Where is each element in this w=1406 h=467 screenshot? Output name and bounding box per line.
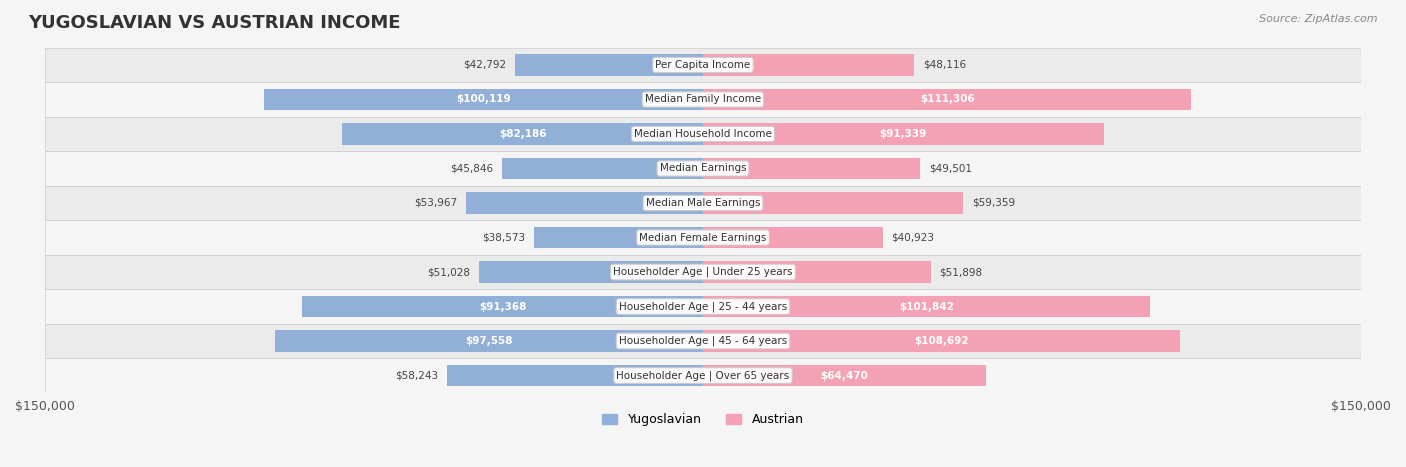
Text: $42,792: $42,792 <box>464 60 506 70</box>
Bar <box>703 365 986 386</box>
Bar <box>502 158 703 179</box>
FancyBboxPatch shape <box>45 358 1361 393</box>
Text: YUGOSLAVIAN VS AUSTRIAN INCOME: YUGOSLAVIAN VS AUSTRIAN INCOME <box>28 14 401 32</box>
Text: Median Male Earnings: Median Male Earnings <box>645 198 761 208</box>
Bar <box>703 330 1180 352</box>
FancyBboxPatch shape <box>45 289 1361 324</box>
Bar <box>447 365 703 386</box>
Text: Householder Age | Over 65 years: Householder Age | Over 65 years <box>616 370 790 381</box>
Bar <box>703 296 1150 317</box>
Text: Householder Age | Under 25 years: Householder Age | Under 25 years <box>613 267 793 277</box>
Text: $111,306: $111,306 <box>920 94 974 105</box>
Legend: Yugoslavian, Austrian: Yugoslavian, Austrian <box>598 409 808 432</box>
Text: $53,967: $53,967 <box>415 198 457 208</box>
Text: $101,842: $101,842 <box>898 302 953 311</box>
Text: $59,359: $59,359 <box>972 198 1015 208</box>
Bar <box>703 227 883 248</box>
Bar <box>302 296 703 317</box>
Text: Median Household Income: Median Household Income <box>634 129 772 139</box>
Bar <box>276 330 703 352</box>
Bar <box>703 192 963 214</box>
Text: $97,558: $97,558 <box>465 336 513 346</box>
Text: Median Female Earnings: Median Female Earnings <box>640 233 766 242</box>
Bar <box>515 54 703 76</box>
Text: Source: ZipAtlas.com: Source: ZipAtlas.com <box>1260 14 1378 24</box>
FancyBboxPatch shape <box>45 117 1361 151</box>
Bar <box>467 192 703 214</box>
Text: Per Capita Income: Per Capita Income <box>655 60 751 70</box>
Text: $49,501: $49,501 <box>929 163 972 173</box>
Text: $108,692: $108,692 <box>914 336 969 346</box>
Bar <box>703 158 920 179</box>
Text: $64,470: $64,470 <box>821 371 869 381</box>
FancyBboxPatch shape <box>45 220 1361 255</box>
Text: Median Earnings: Median Earnings <box>659 163 747 173</box>
FancyBboxPatch shape <box>45 324 1361 358</box>
Text: Median Family Income: Median Family Income <box>645 94 761 105</box>
Bar <box>264 89 703 110</box>
FancyBboxPatch shape <box>45 186 1361 220</box>
Bar <box>703 54 914 76</box>
Text: $58,243: $58,243 <box>395 371 439 381</box>
Text: Householder Age | 45 - 64 years: Householder Age | 45 - 64 years <box>619 336 787 347</box>
Text: $51,028: $51,028 <box>427 267 471 277</box>
FancyBboxPatch shape <box>45 151 1361 186</box>
Bar <box>703 262 931 283</box>
Bar <box>343 123 703 145</box>
Text: $91,339: $91,339 <box>880 129 927 139</box>
Text: $91,368: $91,368 <box>479 302 526 311</box>
Bar <box>703 123 1104 145</box>
Text: Householder Age | 25 - 44 years: Householder Age | 25 - 44 years <box>619 301 787 312</box>
Bar <box>703 89 1191 110</box>
Text: $100,119: $100,119 <box>456 94 510 105</box>
Bar <box>534 227 703 248</box>
Text: $38,573: $38,573 <box>482 233 524 242</box>
Text: $82,186: $82,186 <box>499 129 547 139</box>
Text: $48,116: $48,116 <box>922 60 966 70</box>
FancyBboxPatch shape <box>45 255 1361 289</box>
Text: $40,923: $40,923 <box>891 233 935 242</box>
Text: $45,846: $45,846 <box>450 163 494 173</box>
Text: $51,898: $51,898 <box>939 267 983 277</box>
Bar <box>479 262 703 283</box>
FancyBboxPatch shape <box>45 82 1361 117</box>
FancyBboxPatch shape <box>45 48 1361 82</box>
